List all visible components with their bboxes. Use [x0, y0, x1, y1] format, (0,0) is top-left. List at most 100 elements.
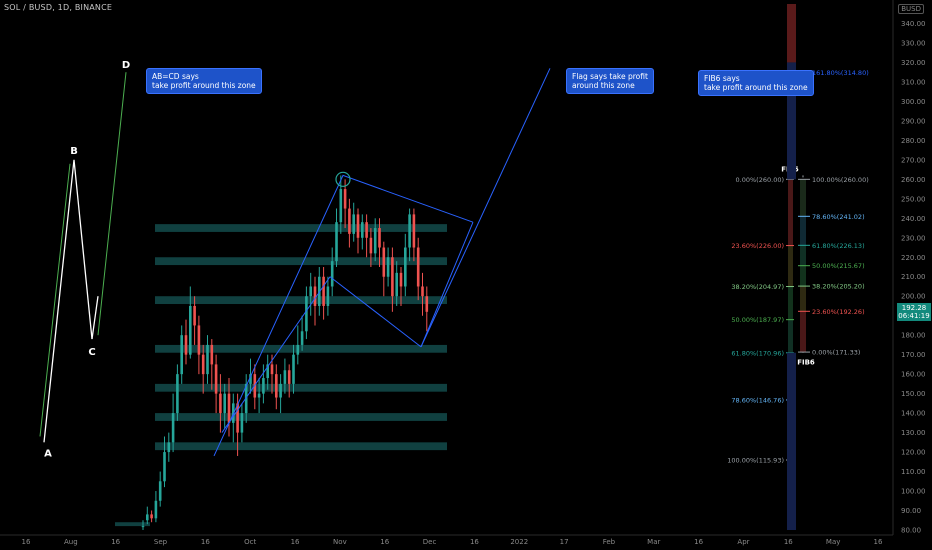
time-tick-label: 16 — [470, 538, 479, 546]
price-tick-label: 220.00 — [901, 254, 926, 262]
time-tick-label: 16 — [111, 538, 120, 546]
candle-body — [382, 247, 386, 277]
price-tick-label: 110.00 — [901, 468, 926, 476]
fib6-callout[interactable]: FIB6 says take profit around this zone — [698, 70, 814, 96]
fib6-band — [800, 286, 806, 312]
candle-body — [214, 364, 218, 394]
fib6-level-label: 0.00%(171.33) — [812, 349, 860, 357]
fib5-band — [788, 319, 793, 353]
fib6-callout-line-1: FIB6 says — [704, 74, 740, 83]
time-tick-label: 16 — [201, 538, 210, 546]
candle-body — [386, 257, 390, 277]
price-tick-label: 340.00 — [901, 20, 926, 28]
time-tick-label: Oct — [244, 538, 256, 546]
fib5-level-label: 50.00%(187.97) — [731, 316, 784, 324]
price-tick-label: 230.00 — [901, 234, 926, 242]
fib5-level-label: 0.00%(260.00) — [736, 176, 784, 184]
support-resistance-zone — [115, 522, 150, 527]
candle-body — [193, 305, 196, 326]
time-tick-label: 17 — [560, 538, 569, 546]
fib6-title: FIB6 — [797, 359, 815, 367]
flag-target-line — [420, 68, 551, 348]
abcd-callout-line-2: take profit around this zone — [152, 81, 256, 90]
abcd-callout[interactable]: AB=CD says take profit around this zone — [146, 68, 262, 94]
price-tick-label: 310.00 — [901, 78, 926, 86]
abcd-leg-ab-bc — [43, 159, 93, 443]
time-tick-label: Apr — [737, 538, 749, 546]
fib6-level-label: 161.80%(314.80) — [812, 69, 869, 77]
candle-body — [176, 374, 179, 414]
time-tick-label: May — [826, 538, 840, 546]
candle-body — [335, 222, 338, 262]
time-tick-label: 16 — [291, 538, 300, 546]
abcd-leg-cd-start — [91, 296, 99, 340]
fib5-level-label: 78.60%(146.76) — [731, 396, 784, 404]
symbol-label[interactable]: SOL / BUSD, 1D, BINANCE — [4, 3, 113, 12]
fib6-extension-band-low — [787, 352, 796, 530]
candle-body — [391, 257, 394, 297]
price-tick-label: 200.00 — [901, 293, 926, 301]
candle-body — [287, 370, 291, 384]
candle-body — [373, 228, 377, 254]
fib5-level-label: 61.80%(170.96) — [731, 349, 784, 357]
candle-body — [180, 335, 183, 375]
pattern-point-c: C — [88, 347, 95, 358]
support-resistance-zone — [155, 413, 447, 421]
candle-body — [279, 383, 282, 398]
candle-body — [270, 364, 274, 375]
candle-body — [343, 189, 347, 209]
price-tick-label: 130.00 — [901, 429, 926, 437]
candle-body — [163, 452, 166, 482]
candle-body — [326, 286, 330, 306]
support-resistance-zone — [155, 224, 447, 232]
fib6-band — [800, 311, 806, 353]
support-resistance-zone — [155, 296, 447, 305]
fib6-level-label: 100.00%(260.00) — [812, 176, 869, 184]
flag-lower-pole — [221, 276, 331, 433]
candle-body — [219, 393, 222, 414]
price-tick-label: 240.00 — [901, 215, 926, 223]
support-resistance-zone — [155, 383, 447, 392]
time-tick-label: 16 — [380, 538, 389, 546]
candle-body — [404, 247, 407, 287]
fib6-level-label: 23.60%(192.26) — [812, 308, 865, 316]
time-tick-label: 2022 — [510, 538, 528, 546]
time-tick-label: Aug — [64, 538, 78, 546]
price-tick-label: 290.00 — [901, 117, 926, 125]
support-resistance-zone — [155, 257, 447, 266]
price-tick-label: 80.00 — [901, 527, 921, 535]
flag-callout[interactable]: Flag says take profit around this zone — [566, 68, 654, 94]
candle-body — [399, 272, 403, 287]
axis-currency-badge[interactable]: BUSD — [898, 4, 924, 14]
candle-body — [266, 364, 269, 379]
flag-callout-line-1: Flag says take profit — [572, 72, 648, 81]
fib5-band — [788, 245, 793, 287]
candle-body — [322, 276, 325, 306]
price-tick-label: 100.00 — [901, 488, 926, 496]
candle-body — [146, 514, 149, 521]
fib6-level-label: 78.60%(241.02) — [812, 213, 865, 221]
candle-body — [356, 214, 360, 238]
candle-body — [227, 393, 231, 423]
candle-body — [348, 208, 351, 234]
fib5-level-label: 23.60%(226.00) — [731, 242, 784, 250]
price-tick-label: 120.00 — [901, 449, 926, 457]
fib6-level-label: 50.00%(215.67) — [812, 262, 865, 270]
candle-body — [154, 500, 158, 519]
candle-body — [189, 305, 192, 355]
flag-pole-line — [213, 174, 474, 457]
candle-body — [240, 413, 244, 433]
candle-body — [330, 261, 334, 287]
candle-body — [352, 214, 355, 234]
support-resistance-zone — [155, 344, 447, 353]
candle-body — [197, 325, 201, 355]
price-tick-label: 160.00 — [901, 371, 926, 379]
candle-body — [150, 514, 153, 519]
candle-body — [361, 222, 364, 238]
candle-body — [210, 344, 214, 365]
candle-body — [425, 296, 429, 312]
fib6-extension-band-top — [787, 4, 796, 63]
candle-body — [313, 286, 317, 306]
